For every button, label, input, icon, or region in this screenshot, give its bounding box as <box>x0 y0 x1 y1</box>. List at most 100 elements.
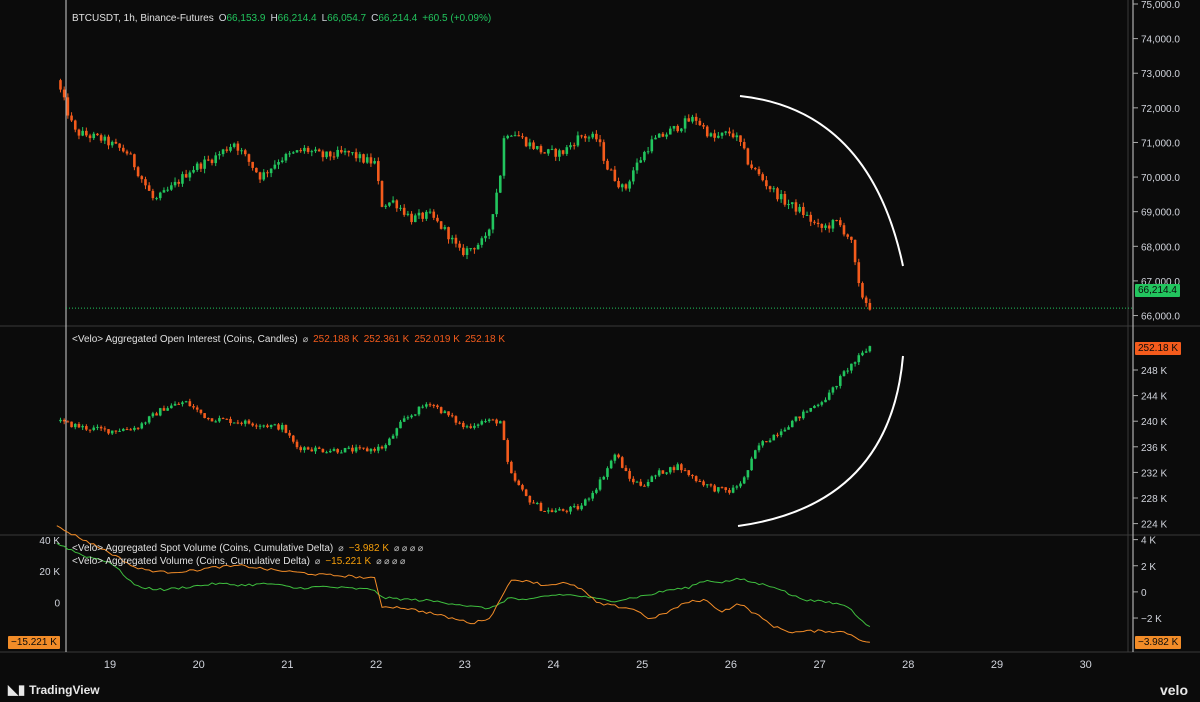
price-candle-body <box>88 135 92 139</box>
oi-candle-body <box>709 484 713 486</box>
oi-legend: <Velo> Aggregated Open Interest (Coins, … <box>72 334 505 345</box>
price-candle-body <box>680 128 683 132</box>
oi-title[interactable]: <Velo> Aggregated Open Interest (Coins, … <box>72 334 298 345</box>
price-candle-body <box>824 225 827 228</box>
price-y-tick-label: 66,000.0 <box>1141 312 1180 323</box>
oi-candle-body <box>365 448 369 452</box>
oi-candle-body <box>628 471 631 479</box>
settings-icon[interactable]: ⌀ <box>302 334 309 344</box>
price-candle-body <box>306 147 310 152</box>
price-candle-body <box>332 156 336 158</box>
price-candle-body <box>292 152 295 154</box>
oi-candle-body <box>192 406 195 408</box>
price-candle-body <box>288 153 291 155</box>
price-candle-body <box>269 168 273 174</box>
tradingview-logo[interactable]: ◣▮ TradingView <box>8 682 100 698</box>
price-candle-body <box>340 149 343 153</box>
agg-title[interactable]: <Velo> Aggregated Volume (Coins, Cumulat… <box>72 556 310 567</box>
price-candle-body <box>842 225 846 235</box>
oi-candle-body <box>277 424 280 430</box>
oi-candle-body <box>776 434 779 436</box>
oi-candle-body <box>569 506 572 512</box>
price-candle-body <box>225 149 229 151</box>
oi-candle-body <box>399 421 402 429</box>
price-candles <box>59 78 872 311</box>
price-candle-body <box>59 80 62 90</box>
price-candle-body <box>295 150 299 153</box>
price-candle-body <box>742 142 746 149</box>
oi-candle-body <box>820 402 824 405</box>
oi-y-tick-label: 228 K <box>1141 494 1167 505</box>
oi-candle-body <box>166 408 169 411</box>
price-candle-body <box>491 214 495 230</box>
price-candle-body <box>868 302 872 310</box>
oi-candle-body <box>77 423 81 428</box>
oi-candle-body <box>576 506 580 510</box>
price-candle-body <box>576 135 580 146</box>
price-candle-body <box>595 133 598 140</box>
price-candle-body <box>388 202 391 206</box>
price-candle-body <box>144 179 147 186</box>
oi-candle-body <box>853 362 857 364</box>
price-candle-body <box>861 283 864 298</box>
oi-candle-body <box>864 351 868 353</box>
oi-candle-body <box>765 441 768 443</box>
price-candle-body <box>147 185 151 191</box>
x-tick-label: 30 <box>1080 659 1092 671</box>
price-candle-body <box>657 133 661 138</box>
settings-icon[interactable]: ⌀ <box>314 556 321 566</box>
oi-candle-body <box>498 421 502 424</box>
price-candle-body <box>218 154 221 156</box>
price-candle-body <box>705 126 709 137</box>
oi-candle-body <box>269 425 273 428</box>
settings-icon[interactable]: ⌀ <box>338 543 344 553</box>
price-candle-body <box>728 131 731 134</box>
oi-candle-body <box>255 425 258 427</box>
oi-candle-body <box>753 450 757 459</box>
price-candle-body <box>447 227 450 240</box>
oi-candle-body <box>524 489 528 496</box>
price-candle-body <box>469 248 473 250</box>
oi-candle-body <box>332 449 336 451</box>
price-candle-body <box>458 243 461 248</box>
oi-candle-body <box>572 506 576 508</box>
cvd-right-y-tick-label: −2 K <box>1141 614 1162 625</box>
price-candle-body <box>835 220 838 222</box>
oi-candle-body <box>635 481 639 483</box>
oi-candle-body <box>502 421 506 441</box>
price-candle-body <box>384 205 388 207</box>
oi-candle-body <box>377 446 380 451</box>
price-candle-body <box>561 150 565 154</box>
price-candle-body <box>321 151 325 158</box>
tradingview-label: TradingView <box>29 683 100 697</box>
oi-candle-body <box>221 418 225 420</box>
symbol-label[interactable]: BTCUSDT, 1h, Binance-Futures <box>72 13 214 24</box>
price-candle-body <box>192 169 195 173</box>
price-candle-body <box>580 135 583 137</box>
oi-candle-body <box>280 424 284 430</box>
spot-title[interactable]: <Velo> Aggregated Spot Volume (Coins, Cu… <box>72 543 334 554</box>
oi-candle-body <box>598 479 602 490</box>
oi-candle-body <box>731 487 735 493</box>
price-candle-body <box>428 211 432 213</box>
price-candle-body <box>731 133 735 138</box>
settings-icons[interactable]: ⌀ ⌀ ⌀ ⌀ <box>394 543 424 553</box>
oi-candle-body <box>728 490 731 493</box>
price-candle-body <box>569 145 572 148</box>
oi-candle-body <box>547 510 550 512</box>
oi-candle-body <box>410 415 413 418</box>
oi-candle-body <box>846 370 849 372</box>
oi-candle-body <box>469 426 473 428</box>
price-candle-body <box>162 190 166 193</box>
settings-icons[interactable]: ⌀ ⌀ ⌀ ⌀ <box>376 556 406 566</box>
price-candle-body <box>62 89 66 98</box>
oi-low: 252.019 K <box>414 334 460 345</box>
price-candle-body <box>554 148 558 157</box>
price-y-tick-label: 69,000.0 <box>1141 208 1180 219</box>
price-candle-body <box>107 136 110 146</box>
oi-candle-body <box>835 385 838 388</box>
agg-value: −15.221 K <box>325 556 372 567</box>
oi-candle-body <box>535 503 539 505</box>
price-candle-body <box>632 170 635 182</box>
